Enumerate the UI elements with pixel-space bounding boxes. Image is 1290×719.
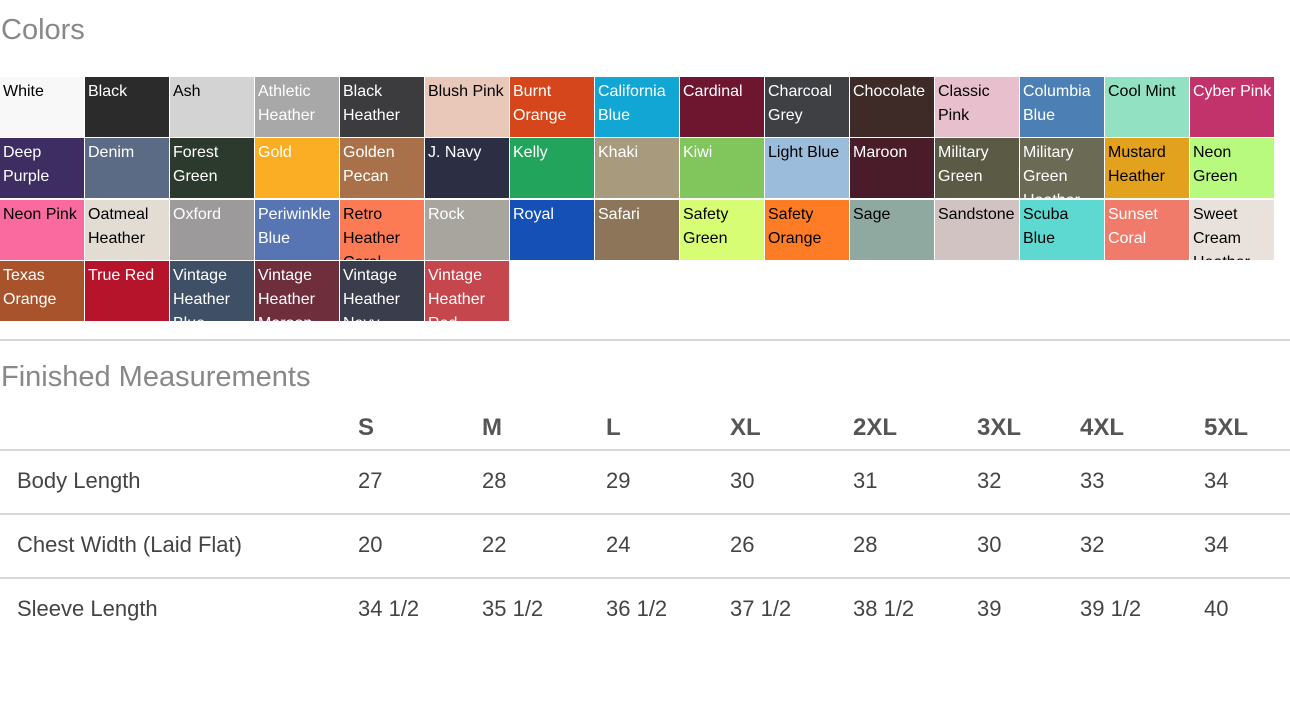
color-swatch: Blush Pink <box>425 77 509 137</box>
color-swatch: Athletic Heather <box>255 77 339 137</box>
cell: 32 <box>1080 532 1105 557</box>
color-swatch: J. Navy <box>425 138 509 198</box>
color-swatch: Royal <box>510 200 594 260</box>
color-swatch: Sunset Coral <box>1105 200 1189 260</box>
color-swatch: Rock <box>425 200 509 260</box>
cell: 22 <box>482 532 507 557</box>
color-swatch: Classic Pink <box>935 77 1019 137</box>
color-swatch: Denim <box>85 138 169 198</box>
color-swatch: Military Green Heather <box>1020 138 1104 198</box>
cell: 34 <box>1204 468 1229 493</box>
color-swatch: Scuba Blue <box>1020 200 1104 260</box>
cell: 20 <box>358 532 383 557</box>
cell: 39 <box>977 596 1002 621</box>
color-swatch: Light Blue <box>765 138 849 198</box>
row-label: Body Length <box>17 468 141 493</box>
measurements-title: Finished Measurements <box>1 361 311 393</box>
color-swatch: Charcoal Grey <box>765 77 849 137</box>
color-swatch: Maroon <box>850 138 934 198</box>
color-swatch: Chocolate <box>850 77 934 137</box>
column-header: 4XL <box>1080 414 1125 441</box>
cell: 31 <box>853 468 878 493</box>
color-swatch: Texas Orange <box>0 261 84 321</box>
cell: 30 <box>977 532 1002 557</box>
cell: 29 <box>606 468 631 493</box>
color-swatch: Neon Pink <box>0 200 84 260</box>
column-header: 3XL <box>977 414 1022 441</box>
row-divider <box>0 513 1290 515</box>
column-header: M <box>482 414 502 441</box>
color-swatch: Military Green <box>935 138 1019 198</box>
column-header: L <box>606 414 621 441</box>
color-swatch: Periwinkle Blue <box>255 200 339 260</box>
color-swatch: Vintage Heather Blue <box>170 261 254 321</box>
color-swatch: Oatmeal Heather <box>85 200 169 260</box>
color-swatch: True Red <box>85 261 169 321</box>
cell: 28 <box>482 468 507 493</box>
column-header: S <box>358 414 375 441</box>
color-swatch: Vintage Heather Maroon <box>255 261 339 321</box>
color-swatch: Gold <box>255 138 339 198</box>
color-swatch: Cardinal <box>680 77 764 137</box>
cell: 35 1/2 <box>482 596 544 621</box>
cell: 39 1/2 <box>1080 596 1142 621</box>
cell: 37 1/2 <box>730 596 792 621</box>
color-swatch: Black <box>85 77 169 137</box>
cell: 28 <box>853 532 878 557</box>
color-swatch: Golden Pecan <box>340 138 424 198</box>
colors-title: Colors <box>1 14 85 46</box>
color-swatch: Cyber Pink <box>1190 77 1274 137</box>
color-swatch: Burnt Orange <box>510 77 594 137</box>
color-swatch: White <box>0 77 84 137</box>
color-swatch: Retro Heather Coral <box>340 200 424 260</box>
color-swatch: Deep Purple <box>0 138 84 198</box>
cell: 27 <box>358 468 383 493</box>
cell: 33 <box>1080 468 1105 493</box>
cell: 38 1/2 <box>853 596 915 621</box>
cell: 30 <box>730 468 755 493</box>
color-swatch: Khaki <box>595 138 679 198</box>
color-swatch: Mustard Heather <box>1105 138 1189 198</box>
cell: 40 <box>1204 596 1229 621</box>
cell: 32 <box>977 468 1002 493</box>
color-swatch: Neon Green <box>1190 138 1274 198</box>
color-swatch: Black Heather <box>340 77 424 137</box>
row-divider <box>0 449 1290 451</box>
color-swatch: Kelly <box>510 138 594 198</box>
color-swatch: Forest Green <box>170 138 254 198</box>
column-header: 2XL <box>853 414 898 441</box>
color-swatch: Columbia Blue <box>1020 77 1104 137</box>
cell: 36 1/2 <box>606 596 668 621</box>
color-swatch: Safari <box>595 200 679 260</box>
color-swatch: Safety Orange <box>765 200 849 260</box>
color-swatch: Vintage Heather Red <box>425 261 509 321</box>
cell: 34 <box>1204 532 1229 557</box>
color-swatch: Sweet Cream Heather <box>1190 200 1274 260</box>
color-swatch: Sandstone <box>935 200 1019 260</box>
color-swatch: Ash <box>170 77 254 137</box>
color-swatch: Oxford <box>170 200 254 260</box>
row-label: Sleeve Length <box>17 596 158 621</box>
color-swatch: Safety Green <box>680 200 764 260</box>
cell: 34 1/2 <box>358 596 420 621</box>
color-swatch: Sage <box>850 200 934 260</box>
cell: 26 <box>730 532 755 557</box>
row-divider <box>0 577 1290 579</box>
column-header: XL <box>730 414 761 441</box>
column-header: 5XL <box>1204 414 1249 441</box>
divider <box>0 339 1290 341</box>
color-swatch: Kiwi <box>680 138 764 198</box>
cell: 24 <box>606 532 631 557</box>
row-label: Chest Width (Laid Flat) <box>17 532 242 557</box>
color-swatch: California Blue <box>595 77 679 137</box>
color-swatch: Cool Mint <box>1105 77 1189 137</box>
color-swatch: Vintage Heather Navy <box>340 261 424 321</box>
